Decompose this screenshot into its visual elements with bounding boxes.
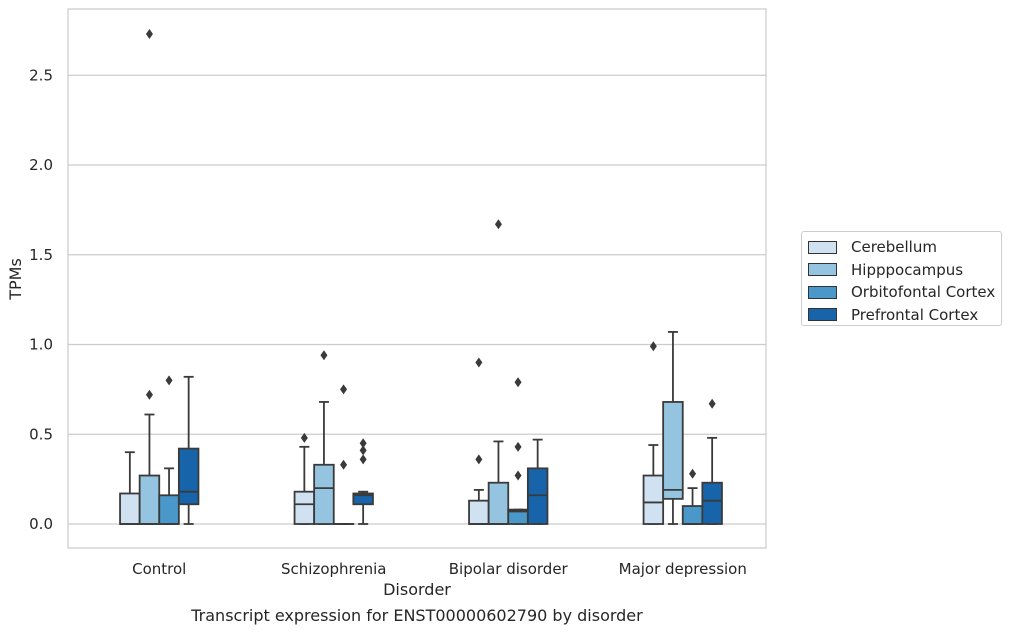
outlier-point [359, 445, 367, 456]
outlier-point [494, 219, 502, 230]
x-tick-label: Control [132, 560, 186, 578]
outlier-point [340, 459, 348, 470]
box-orbitofontal-cortex [507, 377, 529, 525]
x-tick-label: Bipolar disorder [449, 560, 569, 578]
legend-label: Cerebellum [851, 238, 937, 257]
box-prefrontal-cortex [177, 375, 200, 525]
outlier-point [359, 438, 367, 449]
outlier-point [514, 470, 522, 481]
y-tick-label: 0.0 [29, 515, 53, 533]
box-cerebellum [468, 357, 490, 525]
x-tick-label: Schizophrenia [281, 560, 386, 578]
legend-item-prefrontal-cortex: Prefrontal Cortex [808, 304, 1001, 327]
legend-swatch [808, 285, 837, 299]
legend-swatch [808, 308, 837, 322]
box-prefrontal-cortex [701, 398, 723, 525]
chart-caption: Transcript expression for ENST0000060279… [191, 606, 643, 625]
legend-swatch [808, 240, 837, 254]
outlier-point [165, 375, 173, 386]
box-hipppocampus [138, 28, 161, 525]
outlier-point [145, 389, 153, 400]
y-tick-label: 2.5 [29, 66, 53, 84]
y-tick-label: 2.0 [29, 156, 53, 174]
box-group-major-depression [642, 331, 723, 525]
box-body [487, 481, 510, 525]
box-body [468, 499, 490, 525]
legend-label: Prefrontal Cortex [851, 305, 979, 324]
y-tick-label: 0.5 [29, 425, 53, 443]
y-tick-label: 1.0 [29, 336, 53, 354]
legend-item-orbitofontal-cortex: Orbitofontal Cortex [808, 281, 1001, 304]
box-hipppocampus [487, 219, 510, 525]
box-hipppocampus [313, 350, 335, 525]
y-tick-labels: 0.0 0.5 1.0 1.5 2.0 2.5 [29, 66, 53, 533]
outlier-point [514, 441, 522, 452]
legend: Cerebellum Hipppocampus Orbitofontal Corte… [801, 231, 1002, 326]
x-axis-label: Disorder [383, 580, 451, 599]
y-tick-label: 1.5 [29, 246, 53, 264]
outlier-point [514, 377, 522, 388]
legend-item-hipppocampus: Hipppocampus [808, 259, 1001, 282]
outlier-point [300, 432, 308, 443]
legend-swatch [808, 263, 837, 277]
box-prefrontal-cortex [526, 438, 549, 525]
box-body [158, 494, 180, 525]
box-body [701, 481, 723, 525]
outlier-point [708, 398, 716, 409]
box-groups [119, 28, 723, 525]
legend-label: Hipppocampus [851, 260, 964, 279]
box-orbitofontal-cortex [681, 468, 704, 525]
box-body [681, 505, 704, 525]
box-body [642, 474, 665, 525]
box-body [662, 401, 684, 500]
outlier-point [359, 454, 367, 465]
outlier-point [649, 341, 657, 352]
box-hipppocampus [662, 331, 684, 525]
box-prefrontal-cortex [352, 438, 374, 525]
box-body [352, 492, 374, 506]
box-body [119, 492, 141, 525]
outlier-point [145, 28, 153, 39]
box-body [177, 447, 200, 506]
box-cerebellum [293, 432, 316, 525]
box-group-bipolar-disorder [468, 219, 549, 525]
outlier-point [689, 468, 697, 479]
plot-frame [67, 8, 767, 549]
gridlines [68, 74, 766, 525]
box-body [293, 490, 316, 525]
box-group-control [119, 28, 200, 525]
box-cerebellum [119, 451, 141, 525]
legend-item-cerebellum: Cerebellum [808, 236, 1001, 259]
outlier-point [320, 350, 328, 361]
legend-label: Orbitofontal Cortex [851, 283, 996, 302]
box-cerebellum [642, 341, 665, 525]
box-body [313, 463, 335, 525]
box-body [138, 474, 161, 525]
box-orbitofontal-cortex [332, 384, 355, 525]
outlier-point [475, 454, 483, 465]
box-group-schizophrenia [293, 350, 374, 525]
box-orbitofontal-cortex [158, 375, 180, 525]
x-tick-labels: Control Schizophrenia Bipolar disorder Majo… [132, 560, 747, 578]
y-axis-label: TPMs [6, 258, 25, 301]
outlier-point [340, 384, 348, 395]
outlier-point [475, 357, 483, 368]
x-tick-label: Major depression [619, 560, 747, 578]
